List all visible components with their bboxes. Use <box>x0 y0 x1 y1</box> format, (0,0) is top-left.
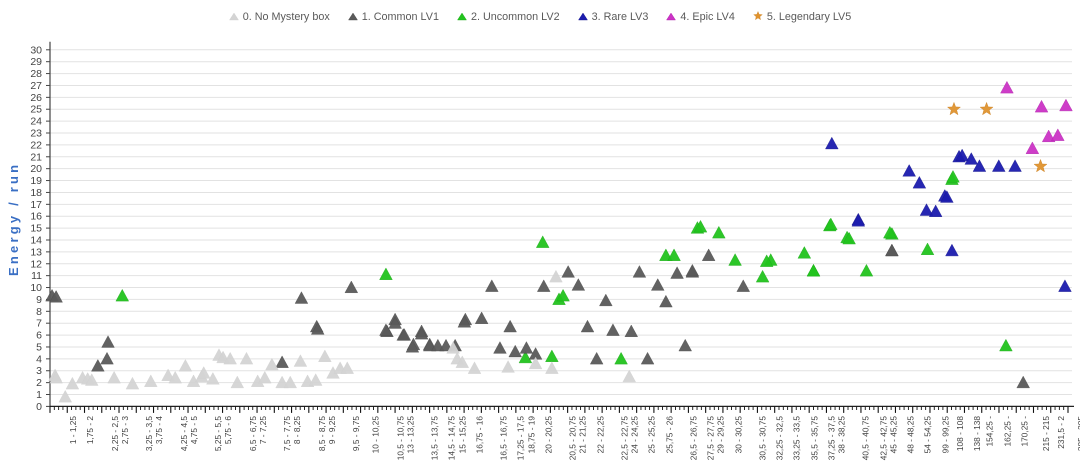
svg-text:28: 28 <box>30 68 42 80</box>
svg-text:21: 21 <box>30 151 42 163</box>
svg-text:16: 16 <box>30 211 42 223</box>
svg-text:8: 8 <box>36 306 42 318</box>
svg-text:6: 6 <box>36 330 42 342</box>
svg-text:14: 14 <box>30 234 42 246</box>
svg-text:0: 0 <box>36 401 42 413</box>
svg-text:17: 17 <box>30 199 42 211</box>
svg-text:7: 7 <box>36 318 42 330</box>
svg-text:22: 22 <box>30 139 42 151</box>
svg-text:12: 12 <box>30 258 42 270</box>
svg-text:5: 5 <box>36 341 42 353</box>
svg-text:20: 20 <box>30 163 42 175</box>
svg-text:18: 18 <box>30 187 42 199</box>
svg-text:9: 9 <box>36 294 42 306</box>
svg-text:30: 30 <box>30 44 42 56</box>
svg-text:1: 1 <box>36 389 42 401</box>
svg-text:19: 19 <box>30 175 42 187</box>
svg-text:11: 11 <box>31 270 42 282</box>
svg-text:29: 29 <box>30 56 42 68</box>
svg-text:25: 25 <box>30 104 42 116</box>
svg-text:2: 2 <box>36 377 42 389</box>
svg-text:27: 27 <box>30 80 42 92</box>
svg-text:13: 13 <box>30 246 42 258</box>
svg-text:23: 23 <box>30 128 42 140</box>
svg-text:26: 26 <box>30 92 42 104</box>
svg-text:3: 3 <box>36 365 42 377</box>
svg-text:10: 10 <box>30 282 42 294</box>
svg-text:4: 4 <box>36 353 42 365</box>
svg-text:15: 15 <box>30 223 42 235</box>
svg-text:24: 24 <box>30 116 42 128</box>
